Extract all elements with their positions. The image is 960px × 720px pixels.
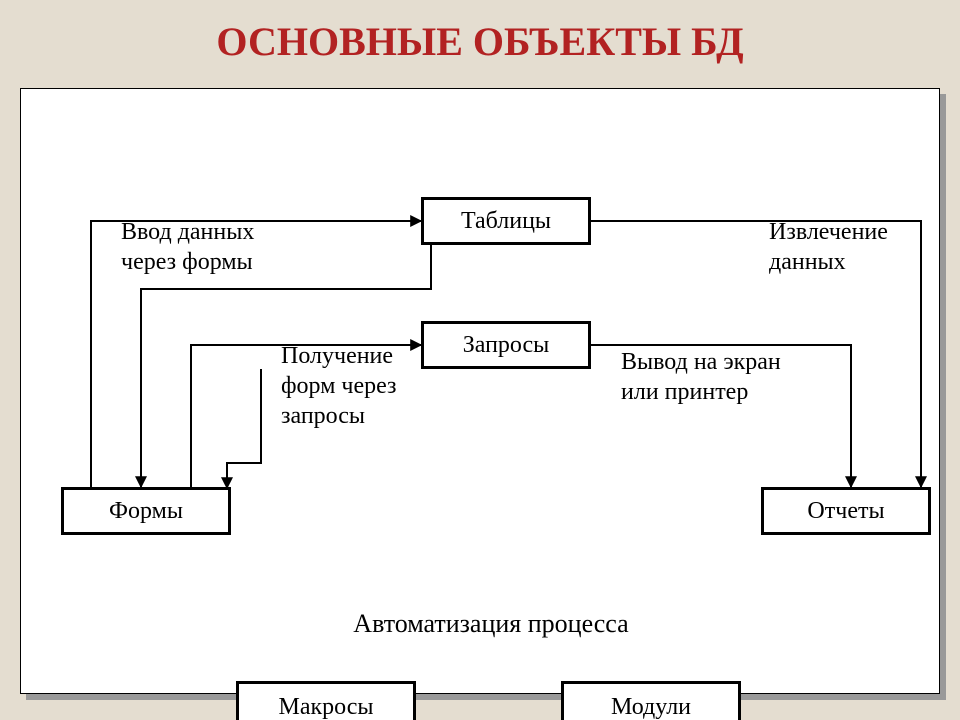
node-forms: Формы bbox=[61, 487, 231, 535]
label-extract-data: Извлечение данных bbox=[769, 217, 888, 277]
node-modules: Модули bbox=[561, 681, 741, 720]
node-reports: Отчеты bbox=[761, 487, 931, 535]
node-label: Запросы bbox=[463, 332, 550, 359]
page-title: ОСНОВНЫЕ ОБЪЕКТЫ БД bbox=[0, 18, 960, 65]
node-label: Таблицы bbox=[461, 208, 551, 235]
node-queries: Запросы bbox=[421, 321, 591, 369]
edge-queries-to-forms bbox=[227, 369, 261, 488]
edges-layer bbox=[21, 89, 941, 695]
node-label: Макросы bbox=[278, 694, 373, 720]
label-get-forms: Получение форм через запросы bbox=[281, 341, 397, 431]
node-label: Формы bbox=[109, 498, 183, 525]
page-root: ОСНОВНЫЕ ОБЪЕКТЫ БД Таблицы Запросы Форм… bbox=[0, 0, 960, 720]
automation-caption: Автоматизация процесса bbox=[21, 609, 960, 639]
node-label: Отчеты bbox=[807, 498, 884, 525]
node-macros: Макросы bbox=[236, 681, 416, 720]
label-input-via-forms: Ввод данных через формы bbox=[121, 217, 254, 277]
node-tables: Таблицы bbox=[421, 197, 591, 245]
diagram-panel: Таблицы Запросы Формы Отчеты Макросы Мод… bbox=[20, 88, 940, 694]
label-output: Вывод на экран или принтер bbox=[621, 347, 781, 407]
node-label: Модули bbox=[611, 694, 691, 720]
